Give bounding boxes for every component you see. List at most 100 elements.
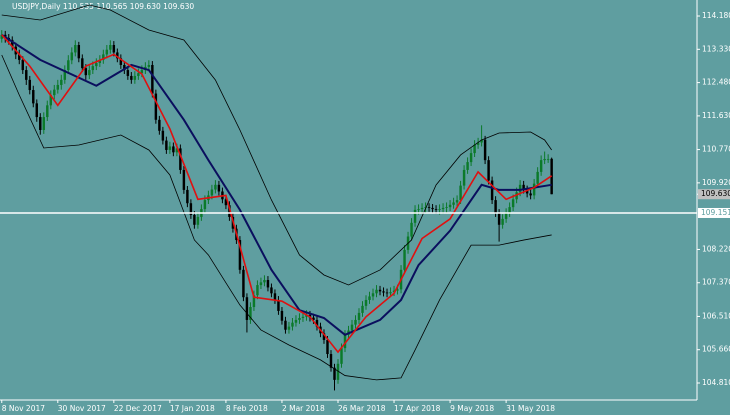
candle-body <box>102 54 105 60</box>
candle-body <box>396 289 399 291</box>
candle-body <box>39 117 42 130</box>
candle-body <box>63 70 67 80</box>
candle-body <box>504 213 508 219</box>
price-line-label-bg <box>698 207 730 218</box>
candle-body <box>67 60 70 71</box>
candle-body <box>378 289 382 292</box>
y-tick-label: 108.220 <box>702 244 730 253</box>
candle-body <box>511 199 515 208</box>
candle-body <box>28 79 31 91</box>
candle-body <box>392 290 396 293</box>
candle-body <box>256 285 259 296</box>
candle-body <box>427 207 431 208</box>
candle-body <box>340 348 343 364</box>
candle-body <box>410 222 413 237</box>
candle-body <box>315 319 319 327</box>
candle-body <box>389 292 392 294</box>
candle-body <box>49 95 53 106</box>
candle-body <box>350 324 354 331</box>
candle-body <box>417 209 420 210</box>
y-tick-label: 104.810 <box>702 378 730 387</box>
candle-body <box>42 117 46 130</box>
candle-body <box>95 63 98 67</box>
chart-title: USDJPY,Daily 110.535 110.565 109.630 109… <box>12 2 194 11</box>
candle-body <box>375 289 378 294</box>
candle-body <box>60 79 63 85</box>
candle-body <box>74 45 77 53</box>
y-tick-label: 112.480 <box>702 78 730 87</box>
candle-body <box>420 207 424 210</box>
candle-body <box>326 339 329 355</box>
candle-body <box>245 297 249 320</box>
candle-body <box>434 209 438 210</box>
indicator-line <box>1 34 553 354</box>
candle-body <box>210 189 214 196</box>
candle-body <box>487 160 490 181</box>
x-tick-label: 8 Nov 2017 <box>2 404 45 413</box>
candle-body <box>217 184 221 192</box>
candle-body <box>77 45 81 59</box>
candle-body <box>452 202 455 205</box>
candle-body <box>382 291 385 293</box>
candle-body <box>168 146 172 150</box>
candle-body <box>469 153 473 163</box>
candle-body <box>238 240 242 270</box>
candle-body <box>529 193 532 196</box>
candle-body <box>84 68 88 76</box>
candle-body <box>273 293 277 300</box>
candle-body <box>196 216 200 225</box>
candle-body <box>473 144 476 154</box>
candle-body <box>189 203 193 215</box>
candle-body <box>224 199 228 206</box>
candle-body <box>242 269 245 298</box>
candle-body <box>140 70 144 74</box>
candle-body <box>53 89 56 96</box>
candle-body <box>186 189 189 204</box>
candle-body <box>445 207 448 208</box>
candle-body <box>263 279 266 283</box>
x-tick-label: 30 Nov 2017 <box>58 404 106 413</box>
candle-body <box>494 200 497 214</box>
candle-body <box>459 185 462 201</box>
candle-body <box>455 200 459 203</box>
candle-body <box>431 207 434 210</box>
candle-body <box>88 70 91 76</box>
candle-body <box>501 218 504 225</box>
candle-body <box>137 73 140 76</box>
candle-body <box>259 282 263 286</box>
candle-body <box>147 64 151 67</box>
candle-body <box>525 189 529 194</box>
candle-body <box>301 316 305 318</box>
candle-body <box>154 93 158 120</box>
candle-body <box>98 59 102 64</box>
candle-body <box>172 146 175 153</box>
candle-body <box>277 299 280 311</box>
candle-body <box>518 184 522 193</box>
candle-body <box>112 45 116 53</box>
candle-body <box>130 75 133 80</box>
x-tick-label: 17 Jan 2018 <box>170 404 215 413</box>
candle-body <box>333 367 336 380</box>
candle-body <box>46 105 49 118</box>
candle-body <box>119 58 123 65</box>
y-tick-label: 111.630 <box>702 111 730 120</box>
y-tick-label: 109.920 <box>702 178 730 187</box>
y-tick-label: 110.770 <box>702 145 730 154</box>
candle-body <box>371 293 375 297</box>
bid-label-bg <box>698 189 730 200</box>
x-tick-label: 31 May 2018 <box>506 404 555 413</box>
indicator-line <box>1 33 552 336</box>
candle-body <box>287 326 291 330</box>
candle-body <box>466 162 469 170</box>
candle-body <box>151 64 154 94</box>
candle-body <box>294 319 298 323</box>
candle-body <box>497 213 501 225</box>
candle-body <box>483 139 487 161</box>
candle-body <box>403 249 406 270</box>
candle-body <box>266 279 270 288</box>
x-tick-label: 22 Dec 2017 <box>114 404 162 413</box>
x-tick-label: 9 May 2018 <box>450 404 494 413</box>
candle-body <box>385 292 389 294</box>
candle-body <box>158 119 161 131</box>
